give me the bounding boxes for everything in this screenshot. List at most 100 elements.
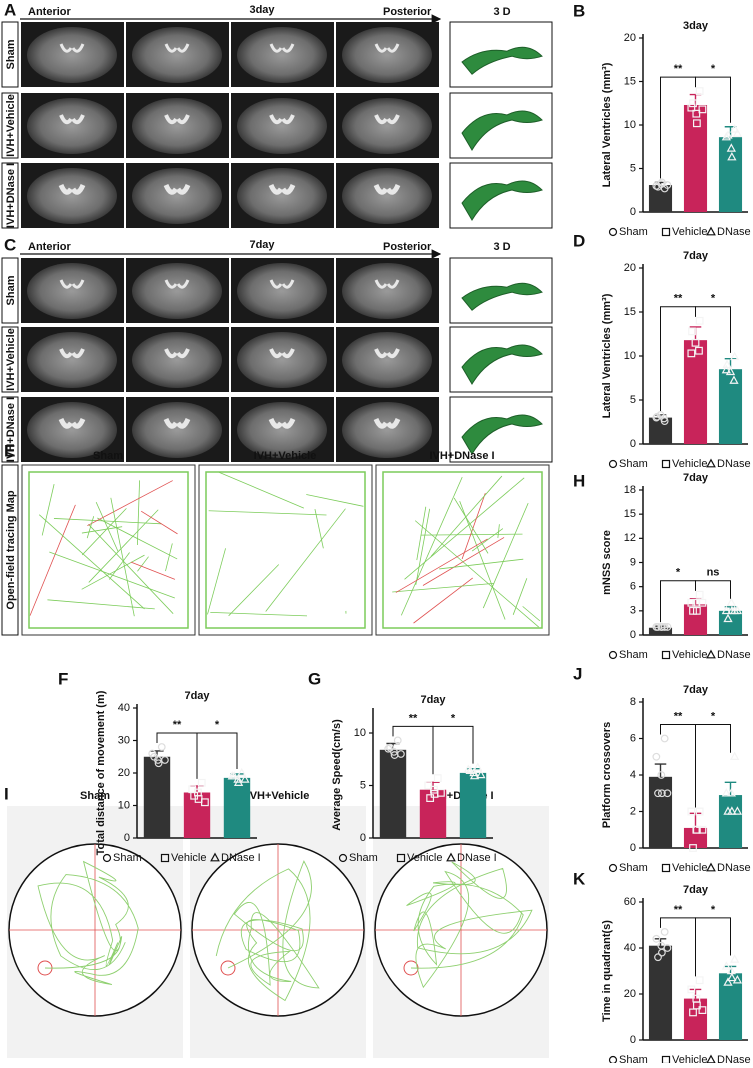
data-point (198, 779, 205, 786)
mri-brain (237, 263, 327, 319)
legend-label: Vehicle (672, 649, 707, 661)
bar (380, 750, 406, 838)
chart-title: 7day (683, 884, 709, 896)
y-tick-label: 20 (624, 988, 636, 1000)
panel-letter: J (573, 664, 582, 683)
significance-label: * (451, 712, 456, 724)
mri-brain (237, 332, 327, 388)
legend-label: Vehicle (407, 852, 442, 864)
mri-brain (27, 98, 117, 154)
y-tick-label: 4 (630, 769, 636, 781)
data-point (731, 753, 738, 760)
y-tick-label: 18 (624, 484, 636, 496)
y-tick-label: 3 (630, 605, 636, 617)
data-point (696, 977, 703, 984)
significance-bracket (696, 581, 731, 599)
panel-letter: H (573, 471, 585, 490)
legend-marker (610, 229, 617, 236)
panel-title: 3 D (493, 6, 510, 18)
y-tick-label: 20 (624, 262, 636, 274)
legend-marker (663, 652, 670, 659)
y-tick-label: 5 (360, 779, 366, 791)
data-point (661, 929, 668, 936)
y-tick-label: 60 (624, 896, 636, 908)
significance-label: ** (674, 904, 683, 916)
column-title: IVH+Vehicle (247, 790, 310, 802)
legend-label: Vehicle (672, 226, 707, 238)
y-tick-label: 0 (630, 842, 636, 854)
bar (684, 999, 707, 1040)
axis-note: Posterior (383, 241, 432, 253)
panel-letter: B (573, 1, 585, 20)
legend-marker (663, 461, 670, 468)
legend-label: DNase I (457, 852, 497, 864)
chart-title: 7day (683, 684, 709, 696)
legend-marker (663, 1057, 670, 1064)
legend-marker (663, 229, 670, 236)
bar (684, 604, 707, 635)
y-tick-label: 0 (630, 206, 636, 218)
significance-label: * (676, 567, 681, 579)
legend-label: DNase I (717, 862, 753, 874)
y-tick-label: 10 (624, 350, 636, 362)
y-axis-label: Platform crossovers (601, 722, 613, 828)
y-tick-label: 2 (630, 805, 636, 817)
data-point (394, 737, 401, 744)
legend-marker (707, 228, 715, 235)
row-label: IVH+Vehicle (5, 328, 17, 391)
legend-label: DNase I (717, 226, 753, 238)
significance-bracket (197, 733, 237, 779)
mri-brain (27, 263, 117, 319)
y-tick-label: 8 (630, 696, 636, 708)
legend-marker (610, 865, 617, 872)
chart-title: 7day (683, 250, 709, 262)
bar (460, 773, 486, 838)
bar (649, 777, 672, 848)
legend-label: DNase I (717, 649, 753, 661)
column-title: IVH+DNase I (429, 450, 494, 462)
y-tick-label: 5 (630, 394, 636, 406)
bar (719, 611, 742, 635)
chart-title: 7day (420, 694, 446, 706)
error-bar (690, 813, 702, 828)
y-tick-label: 0 (630, 438, 636, 450)
y-tick-label: 9 (630, 556, 636, 568)
legend-label: Vehicle (171, 852, 206, 864)
legend-label: Sham (619, 458, 648, 470)
mri-brain (342, 98, 432, 154)
bar (719, 137, 742, 212)
chart-title: 7day (184, 690, 210, 702)
row-label: Sham (5, 39, 17, 69)
data-point (158, 744, 165, 751)
render-box (450, 163, 552, 228)
mri-brain (132, 263, 222, 319)
mri-brain (237, 168, 327, 224)
mri-brain (132, 98, 222, 154)
significance-label: ** (674, 63, 683, 75)
mri-brain (342, 263, 432, 319)
panel-letter: F (58, 669, 68, 688)
significance-label: * (711, 63, 716, 75)
axis-note: Posterior (383, 6, 432, 18)
significance-label: * (215, 719, 220, 731)
significance-bracket (696, 918, 731, 976)
legend-marker (610, 1057, 617, 1064)
mri-brain (132, 168, 222, 224)
mri-brain (27, 27, 117, 83)
y-tick-label: 40 (624, 942, 636, 954)
column-title: Sham (93, 450, 123, 462)
legend-label: Sham (619, 1054, 648, 1063)
y-tick-label: 15 (624, 75, 636, 87)
mri-brain (342, 168, 432, 224)
bar (719, 369, 742, 444)
row-label: IVH+Vehicle (5, 94, 17, 157)
y-axis-label: Average Speed(cm/s) (331, 719, 343, 831)
y-tick-label: 0 (360, 832, 366, 844)
y-axis-label: mNSS score (601, 530, 613, 595)
mri-brain (27, 332, 117, 388)
render-box (450, 93, 552, 158)
y-tick-label: 15 (624, 306, 636, 318)
significance-label: ** (674, 293, 683, 305)
legend-label: Sham (349, 852, 378, 864)
